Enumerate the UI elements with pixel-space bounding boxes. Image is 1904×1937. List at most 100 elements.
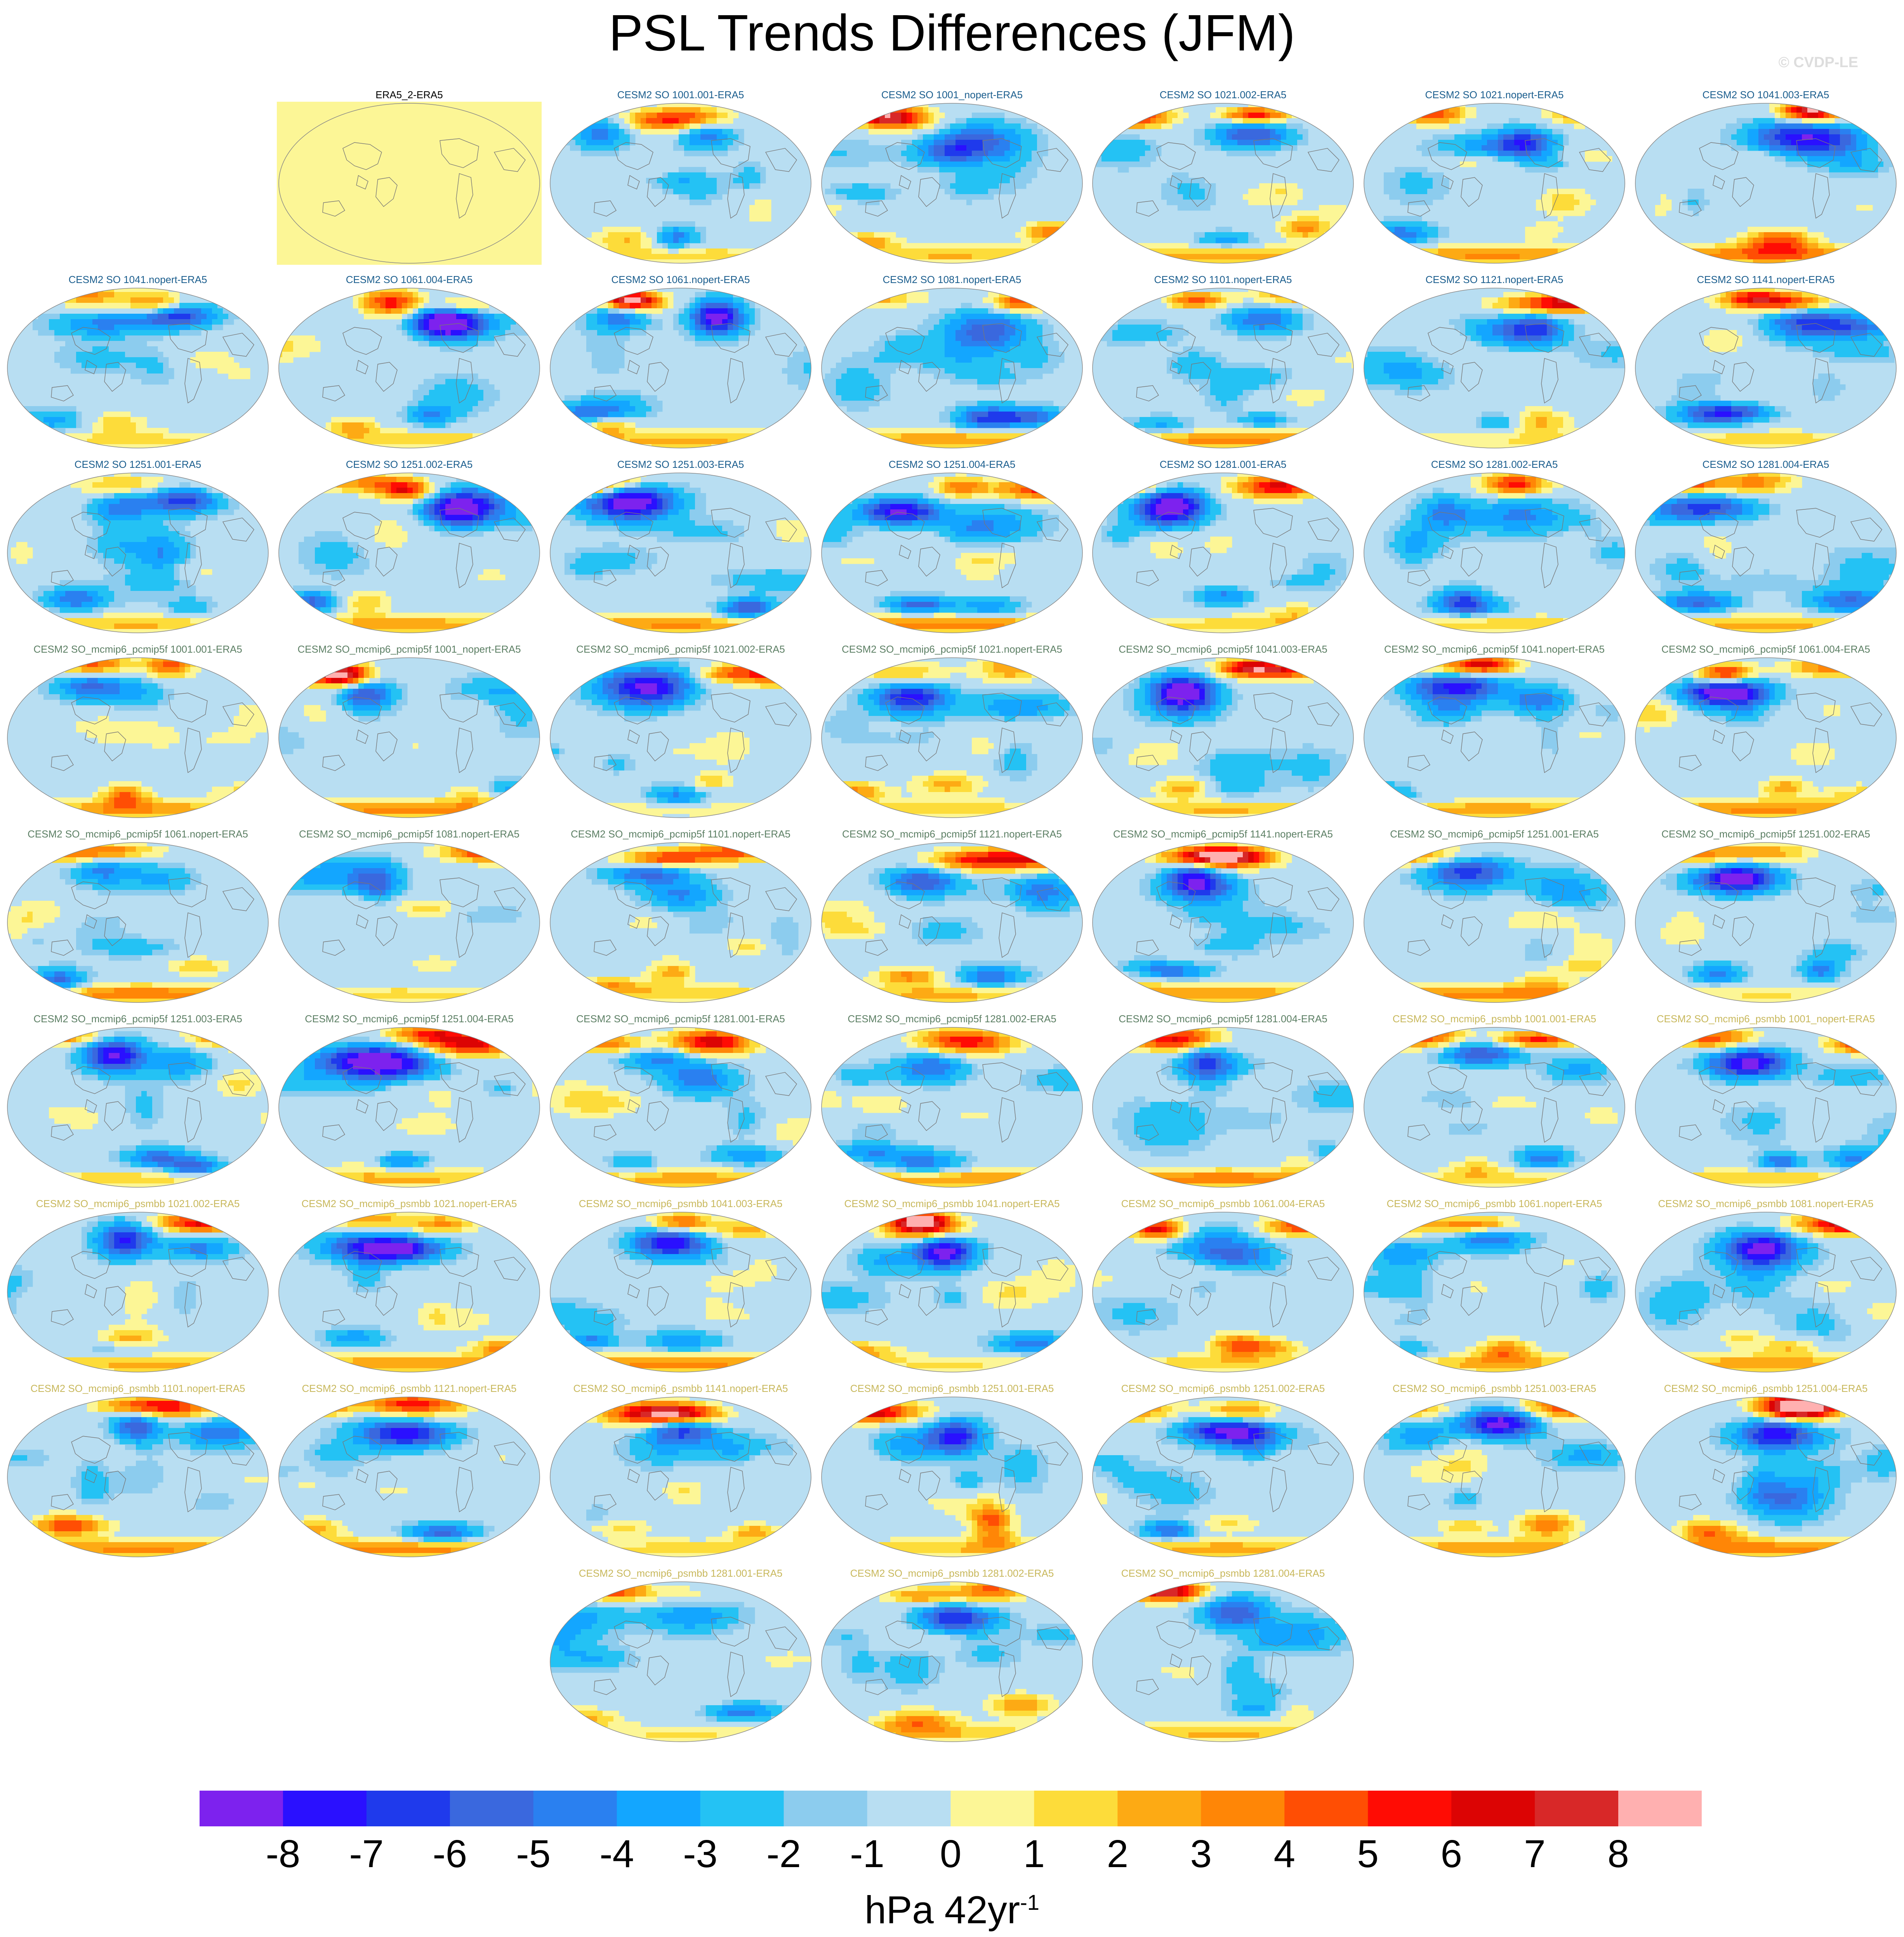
field-cell [836, 140, 842, 146]
field-cell [1753, 254, 1759, 260]
field-cell [1319, 205, 1325, 211]
field-cell [163, 319, 169, 325]
field-cell [717, 183, 723, 189]
field-cell [1433, 134, 1438, 140]
field-cell [1547, 162, 1553, 167]
field-cell [375, 303, 380, 309]
field-cell [972, 189, 978, 195]
field-cell [1021, 151, 1027, 156]
field-cell [917, 134, 923, 140]
field-cell [966, 140, 972, 146]
field-cell [1574, 113, 1580, 118]
field-cell [635, 303, 641, 309]
field-cell [836, 162, 842, 167]
field-cell [635, 113, 641, 118]
field-cell [43, 439, 49, 445]
field-cell [999, 259, 1005, 263]
field-cell [841, 107, 847, 113]
field-cell [841, 140, 847, 146]
field-cell [407, 319, 413, 325]
field-cell [1373, 259, 1379, 263]
field-cell [1292, 238, 1298, 243]
field-cell [809, 374, 811, 379]
field-cell [1644, 243, 1650, 249]
field-cell [440, 439, 446, 445]
coastline [594, 200, 617, 217]
field-cell [1829, 162, 1835, 167]
field-cell [668, 189, 674, 195]
coastline [918, 177, 940, 207]
field-cell [755, 314, 761, 320]
field-cell [955, 194, 961, 200]
field-cell [836, 145, 842, 151]
field-cell [679, 325, 684, 330]
field-cell [49, 292, 55, 298]
field-cell [1395, 221, 1400, 227]
field-cell [141, 352, 147, 358]
field-cell [1324, 216, 1330, 222]
field-cell [125, 444, 131, 448]
field-cell [1878, 129, 1884, 135]
field-cell [597, 330, 603, 336]
field-cell [1552, 167, 1558, 173]
field-cell [1818, 162, 1824, 167]
field-cell [1389, 189, 1395, 195]
field-cell [527, 314, 533, 320]
field-cell [92, 330, 98, 336]
field-cell [1449, 254, 1455, 260]
field-cell [1286, 194, 1292, 200]
field-cell [586, 330, 592, 336]
field-cell [375, 308, 380, 314]
field-cell [1558, 243, 1564, 249]
field-cell [1525, 140, 1531, 146]
field-cell [179, 314, 185, 320]
field-cell [1096, 162, 1102, 167]
field-cell [158, 330, 163, 336]
field-cell [49, 417, 55, 423]
field-cell [1367, 238, 1373, 243]
field-cell [1118, 167, 1124, 173]
field-cell [1145, 118, 1151, 124]
field-cell [451, 330, 457, 336]
field-cell [418, 401, 424, 407]
coastline [356, 175, 368, 189]
field-cell [1753, 259, 1759, 263]
field-cell [33, 428, 38, 434]
field-cell [1862, 167, 1868, 173]
field-cell [152, 379, 158, 385]
field-cell [994, 156, 999, 162]
field-cell [1032, 140, 1037, 146]
field-cell [228, 439, 234, 445]
field-cell [467, 330, 473, 336]
field-cell [760, 178, 766, 184]
field-cell [1818, 103, 1824, 108]
field-cell [1780, 232, 1786, 238]
field-cell [1818, 254, 1824, 260]
field-cell [575, 248, 581, 254]
field-cell [1829, 254, 1835, 260]
field-cell [1677, 259, 1683, 263]
field-cell [646, 243, 652, 249]
field-cell [830, 238, 836, 243]
field-cell [1807, 151, 1813, 156]
field-cell [103, 352, 109, 358]
field-cell [1824, 123, 1829, 129]
field-cell [462, 303, 467, 309]
field-cell [733, 319, 739, 325]
field-cell [1297, 254, 1303, 260]
field-cell [706, 200, 712, 205]
field-cell [1422, 232, 1428, 238]
field-cell [1270, 189, 1276, 195]
field-cell [744, 167, 750, 173]
field-cell [923, 162, 929, 167]
field-cell [613, 303, 619, 309]
field-cell [1460, 254, 1466, 260]
field-cell [1433, 194, 1438, 200]
field-cell [407, 335, 413, 341]
field-cell [586, 140, 592, 146]
field-cell [1547, 194, 1553, 200]
field-cell [1281, 183, 1287, 189]
field-cell [1150, 243, 1156, 249]
field-cell [1465, 162, 1471, 167]
field-cell [1226, 113, 1232, 118]
